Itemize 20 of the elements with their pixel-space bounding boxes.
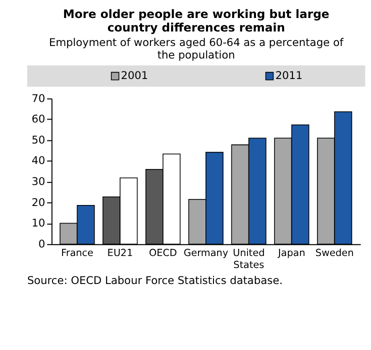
source-note: Source: OECD Labour Force Statistics database. [27,274,283,287]
chart-subtitle: Employment of workers aged 60-64 as a percentage of the population [49,36,344,62]
x-tick-label: United States [232,248,265,271]
x-tick-label: Sweden [315,248,354,260]
chart-title: More older people are working but large country differences remain [63,6,330,34]
x-tick-label: France [61,248,94,260]
x-tick-label: OECD [148,248,178,260]
y-tick-label: 0 [38,237,46,250]
y-tick-label: 40 [32,154,46,168]
x-tick-label: Germany [184,248,228,260]
x-tick-label: Japan [277,248,306,260]
legend-label: 2011 [275,68,303,82]
y-tick-label: 10 [32,216,46,230]
y-tick-label: 60 [32,112,46,126]
y-tick-label: 50 [32,133,46,146]
y-tick-label: 20 [32,196,46,209]
y-tick-label: 70 [32,92,46,105]
legend-label: 2001 [120,68,148,82]
y-tick-label: 30 [32,175,46,188]
x-tick-label: EU21 [107,248,133,260]
